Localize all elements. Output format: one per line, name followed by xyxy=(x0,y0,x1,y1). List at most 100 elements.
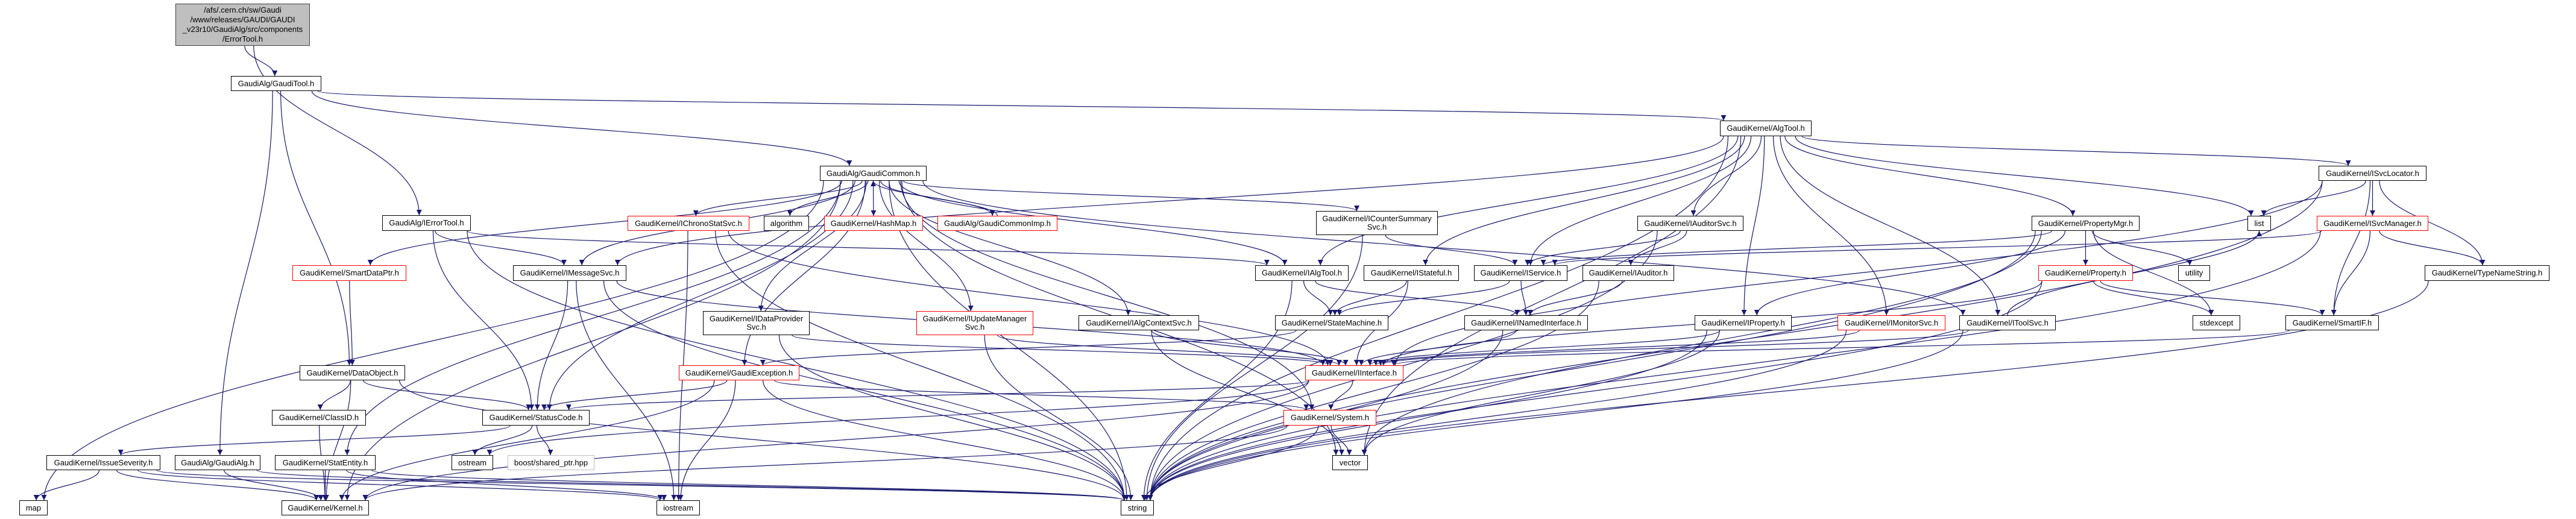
node-istateful[interactable]: GaudiKernel/IStateful.h xyxy=(1364,265,1459,281)
node-gaudialg[interactable]: GaudiAlg/GaudiAlg.h xyxy=(175,455,260,470)
node-typenamestring[interactable]: GaudiKernel/TypeNameString.h xyxy=(2425,265,2549,281)
node-smartif[interactable]: GaudiKernel/SmartIF.h xyxy=(2285,315,2379,330)
node-commonimp[interactable]: GaudiAlg/GaudiCommonImp.h xyxy=(937,216,1057,231)
node-idataprovider[interactable]: GaudiKernel/IDataProvider Svc.h xyxy=(703,311,810,335)
node-imessagesvc[interactable]: GaudiKernel/IMessageSvc.h xyxy=(513,265,626,281)
node-boost[interactable]: boost/shared_ptr.hpp xyxy=(508,455,594,470)
edge-idataprovider-to-string xyxy=(778,335,1127,501)
node-classid[interactable]: GaudiKernel/ClassID.h xyxy=(272,410,366,426)
edge-imonitor-to-string xyxy=(1147,330,1847,501)
node-inamed[interactable]: GaudiKernel/INamedInterface.h xyxy=(1464,315,1588,330)
node-label: GaudiKernel/IProperty.h xyxy=(1701,318,1785,327)
node-map[interactable]: map xyxy=(19,500,48,515)
edge-propertymgr-to-stdexcept xyxy=(2093,230,2214,316)
node-ichronostat[interactable]: GaudiKernel/IChronoStatSvc.h xyxy=(628,216,749,231)
edge-isvclocator-to-iinterface xyxy=(1392,180,2323,366)
node-label: GaudiKernel/ClassID.h xyxy=(279,413,359,422)
node-imonitor[interactable]: GaudiKernel/IMonitorSvc.h xyxy=(1838,315,1945,330)
node-list[interactable]: list xyxy=(2247,216,2271,231)
node-gaudiexception[interactable]: GaudiKernel/GaudiException.h xyxy=(679,365,799,380)
edge-gaudicommon-to-kernel xyxy=(344,180,841,501)
node-kernel[interactable]: GaudiKernel/Kernel.h xyxy=(282,500,369,515)
edge-isvclocator-to-smartif xyxy=(2331,180,2371,316)
edge-propertymgr-to-vector xyxy=(1361,230,2042,456)
edge-iproperty-to-string xyxy=(1147,330,1707,501)
node-ierrortool[interactable]: GaudiAlg/IErrorTool.h xyxy=(382,215,471,231)
node-iservice[interactable]: GaudiKernel/IService.h xyxy=(1474,265,1567,281)
node-label: GaudiKernel/IMessageSvc.h xyxy=(520,268,620,277)
node-vector[interactable]: vector xyxy=(1332,455,1368,470)
node-system[interactable]: GaudiKernel/System.h xyxy=(1283,410,1376,426)
edge-algtool-to-ialgtool xyxy=(1317,136,1739,266)
node-isvclocator[interactable]: GaudiKernel/ISvcLocator.h xyxy=(2319,166,2426,181)
node-root[interactable]: /afs/.cern.ch/sw/Gaudi/www/releases/GAUD… xyxy=(175,4,310,46)
edge-ierrortool-to-statuscode xyxy=(432,230,535,410)
edge-dataobject-to-classid xyxy=(317,380,351,410)
edge-statentity-to-iostream xyxy=(346,470,667,501)
node-countersummary[interactable]: GaudiKernel/ICounterSummary Svc.h xyxy=(1316,211,1438,235)
node-label: Svc.h xyxy=(965,322,985,332)
node-algtool[interactable]: GaudiKernel/AlgTool.h xyxy=(1720,121,1812,136)
edge-isvclocator-to-string xyxy=(1147,180,2323,501)
node-propertymgr[interactable]: GaudiKernel/PropertyMgr.h xyxy=(2032,216,2140,231)
node-label: GaudiKernel/System.h xyxy=(1290,413,1370,422)
edge-ialgtool-to-inamed xyxy=(1315,280,1520,316)
edge-itoolsvc-to-list xyxy=(2007,230,2262,316)
node-label: GaudiKernel/ISvcLocator.h xyxy=(2326,168,2419,178)
node-label: GaudiKernel/ISvcManager.h xyxy=(2323,218,2422,228)
node-statentity[interactable]: GaudiKernel/StatEntity.h xyxy=(275,455,376,470)
edge-itoolsvc-to-iinterface xyxy=(1378,330,1969,366)
node-label: GaudiKernel/IDataProvider xyxy=(709,314,804,323)
node-statuscode[interactable]: GaudiKernel/StatusCode.h xyxy=(482,410,590,426)
node-label: GaudiKernel/TypeNameString.h xyxy=(2431,268,2543,277)
node-iproperty[interactable]: GaudiKernel/IProperty.h xyxy=(1695,315,1792,330)
edge-iinterface-to-system xyxy=(1328,380,1353,410)
node-gauditool[interactable]: GaudiAlg/GaudiTool.h xyxy=(231,76,321,91)
edge-property-to-string xyxy=(1147,280,2042,501)
edge-gaudicommon-to-iupdatemanager xyxy=(879,180,974,312)
edge-iupdatemanager-to-string xyxy=(984,335,1134,501)
node-label: list xyxy=(2254,218,2264,228)
node-iinterface[interactable]: GaudiKernel/IInterface.h xyxy=(1305,365,1403,380)
node-hashmap[interactable]: GaudiKernel/HashMap.h xyxy=(824,216,923,231)
node-dataobject[interactable]: GaudiKernel/DataObject.h xyxy=(300,365,405,380)
node-iauditor[interactable]: GaudiKernel/IAuditor.h xyxy=(1582,265,1674,281)
node-smartdataptr[interactable]: GaudiKernel/SmartDataPtr.h xyxy=(292,265,406,281)
node-label: GaudiKernel/IAuditor.h xyxy=(1589,268,1668,277)
edge-gaudicommon-to-map xyxy=(41,180,824,501)
node-label: ostream xyxy=(458,458,487,467)
edge-gaudicommon-to-ichronostat xyxy=(693,180,863,216)
edge-smartdataptr-to-dataobject xyxy=(349,280,355,366)
edge-iauditorsvc-to-iservice xyxy=(1525,230,1681,266)
node-label: GaudiAlg/GaudiAlg.h xyxy=(181,458,254,467)
node-ialgtool[interactable]: GaudiKernel/IAlgTool.h xyxy=(1255,265,1349,281)
node-label: GaudiKernel/SmartIF.h xyxy=(2292,318,2372,327)
node-algorithm[interactable]: algorithm xyxy=(764,216,809,231)
node-label: iostream xyxy=(663,503,693,512)
node-stdexcept[interactable]: stdexcept xyxy=(2193,315,2240,330)
edge-ichronostat-to-string xyxy=(715,230,1127,501)
node-ialgcontext[interactable]: GaudiKernel/IAlgContextSvc.h xyxy=(1079,315,1199,330)
node-isvcmanager[interactable]: GaudiKernel/ISvcManager.h xyxy=(2317,216,2428,231)
node-label: GaudiKernel/GaudiException.h xyxy=(685,368,793,377)
node-gaudicommon[interactable]: GaudiAlg/GaudiCommon.h xyxy=(820,166,927,181)
node-string[interactable]: string xyxy=(1121,500,1154,515)
node-statemachine[interactable]: GaudiKernel/StateMachine.h xyxy=(1275,315,1388,330)
edge-imonitor-to-iinterface xyxy=(1373,330,1860,366)
edge-ialgtool-to-statemachine xyxy=(1303,280,1334,316)
node-iostream[interactable]: iostream xyxy=(657,500,700,515)
node-label: GaudiKernel/IInterface.h xyxy=(1312,368,1397,377)
edge-root-to-gauditool xyxy=(244,45,278,77)
edge-gaudicommon-to-string xyxy=(889,180,1130,501)
node-issueseverity[interactable]: GaudiKernel/IssueSeverity.h xyxy=(46,455,160,470)
node-ostream[interactable]: ostream xyxy=(452,455,493,470)
node-property[interactable]: GaudiKernel/Property.h xyxy=(2038,265,2133,281)
node-utility[interactable]: utility xyxy=(2178,265,2210,281)
node-itoolsvc[interactable]: GaudiKernel/IToolSvc.h xyxy=(1959,315,2056,330)
edge-imessagesvc-to-statuscode xyxy=(534,280,568,410)
node-iupdatemanager[interactable]: GaudiKernel/IUpdateManager Svc.h xyxy=(916,311,1033,335)
node-label: /www/releases/GAUDI/GAUDI xyxy=(190,15,295,24)
node-iauditorsvc[interactable]: GaudiKernel/IAuditorSvc.h xyxy=(1637,216,1743,231)
edge-gauditool-to-dataobject xyxy=(280,90,352,366)
edge-countersummary-to-string xyxy=(1144,234,1363,501)
